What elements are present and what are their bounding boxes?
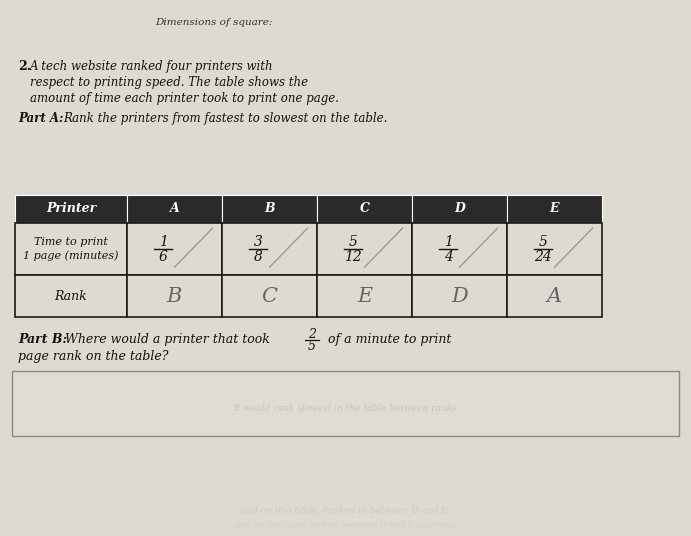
Text: A: A — [169, 203, 180, 215]
Bar — [15, 223, 127, 275]
Bar — [412, 275, 507, 317]
Bar — [127, 195, 222, 223]
Text: 6: 6 — [159, 250, 167, 264]
Bar — [222, 195, 317, 223]
Bar — [127, 275, 222, 317]
Text: B: B — [167, 287, 182, 306]
Text: 4: 4 — [444, 250, 453, 264]
Text: It would rank slowest in the table between ranks: It would rank slowest in the table betwe… — [233, 404, 457, 413]
Text: Part A:: Part A: — [18, 112, 64, 125]
Text: 1: 1 — [159, 235, 167, 249]
Text: A tech website ranked four printers with: A tech website ranked four printers with — [30, 60, 274, 73]
Bar — [507, 223, 602, 275]
Bar — [15, 195, 127, 223]
Bar — [412, 223, 507, 275]
Bar — [12, 371, 679, 436]
Text: amount of time each printer took to print one page.: amount of time each printer took to prin… — [30, 92, 339, 105]
Text: 5: 5 — [308, 339, 316, 353]
Text: respect to printing speed. The table shows the: respect to printing speed. The table sho… — [30, 76, 308, 89]
Bar — [412, 195, 507, 223]
Text: D: D — [451, 287, 468, 306]
Text: 12: 12 — [344, 250, 362, 264]
Text: 3: 3 — [254, 235, 263, 249]
Text: C: C — [359, 203, 370, 215]
Bar — [15, 275, 127, 317]
Text: and on this table, ranked in between D and E: and on this table, ranked in between D a… — [241, 505, 448, 515]
Text: B: B — [264, 203, 275, 215]
Text: 24: 24 — [534, 250, 552, 264]
Text: A: A — [547, 287, 562, 306]
Text: Part B:: Part B: — [18, 333, 67, 346]
Text: 2: 2 — [308, 329, 316, 341]
Bar — [317, 195, 412, 223]
Bar — [507, 275, 602, 317]
Bar — [507, 195, 602, 223]
Text: 5: 5 — [539, 235, 547, 249]
Bar — [127, 223, 222, 275]
Text: of a minute to print: of a minute to print — [328, 333, 451, 346]
Text: 2.: 2. — [18, 60, 31, 73]
Text: Rank the printers from fastest to slowest on the table.: Rank the printers from fastest to slowes… — [63, 112, 388, 125]
Text: E: E — [357, 287, 372, 306]
Text: 8: 8 — [254, 250, 263, 264]
Text: Dimensions of square:: Dimensions of square: — [155, 18, 272, 27]
Text: Rank: Rank — [55, 289, 87, 302]
Text: 1: 1 — [444, 235, 453, 249]
Bar — [222, 275, 317, 317]
Text: E: E — [550, 203, 559, 215]
Text: Where would a printer that took: Where would a printer that took — [65, 333, 270, 346]
Bar — [222, 223, 317, 275]
Text: 5: 5 — [349, 235, 357, 249]
Bar — [317, 275, 412, 317]
Text: Time to print
1 page (minutes): Time to print 1 page (minutes) — [23, 237, 119, 261]
Text: page rank on the table?: page rank on the table? — [18, 350, 169, 363]
Text: Printer: Printer — [46, 203, 96, 215]
Text: D: D — [454, 203, 465, 215]
Text: C: C — [261, 287, 278, 306]
Text: and on this table ranked between D and E positions: and on this table ranked between D and E… — [236, 521, 455, 529]
Bar — [317, 223, 412, 275]
